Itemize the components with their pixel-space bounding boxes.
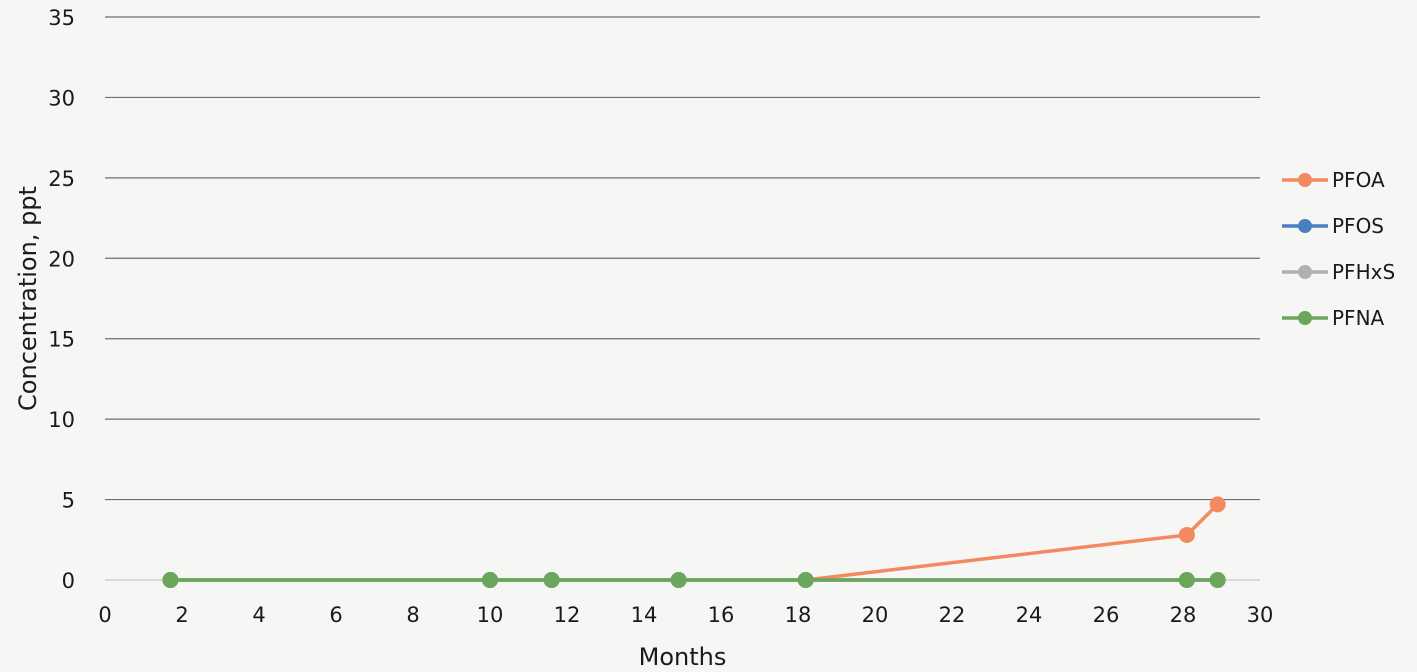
data-point [1178, 572, 1195, 588]
y-tick-label: 20 [48, 247, 75, 271]
y-tick-label: 0 [62, 569, 75, 593]
x-tick-label: 22 [939, 603, 966, 627]
x-tick-label: 0 [98, 603, 111, 627]
y-tick-label: 35 [48, 6, 75, 30]
series-line [170, 503, 1219, 582]
gridlines [105, 16, 1260, 581]
legend-label: PFOA [1332, 168, 1385, 192]
legend-item-pfna: PFNA [1282, 306, 1385, 330]
y-axis-ticks: 0 5 10 15 20 25 30 35 [48, 6, 75, 593]
legend-swatch-marker [1298, 173, 1312, 187]
legend-item-pfoa: PFOA [1282, 168, 1385, 192]
x-tick-label: 6 [329, 603, 342, 627]
legend-item-pfos: PFOS [1282, 214, 1384, 238]
y-tick-label: 25 [48, 167, 75, 191]
x-tick-label: 2 [175, 603, 188, 627]
legend-label: PFNA [1332, 306, 1385, 330]
legend-item-pfhxs: PFHxS [1282, 260, 1395, 284]
data-point [543, 572, 560, 588]
legend-swatch-marker [1298, 219, 1312, 233]
series-pfoa [162, 496, 1226, 588]
legend-label: PFHxS [1332, 260, 1395, 284]
x-tick-label: 10 [477, 603, 504, 627]
x-tick-label: 26 [1093, 603, 1120, 627]
legend-label: PFOS [1332, 214, 1384, 238]
legend: PFOA PFOS PFHxS PFNA [1282, 168, 1395, 330]
data-point [482, 572, 498, 588]
y-axis-title: Concentration, ppt [14, 186, 42, 411]
series-pfna [162, 572, 1226, 588]
data-point [1209, 572, 1226, 588]
y-tick-label: 30 [48, 86, 75, 110]
x-tick-label: 18 [785, 603, 812, 627]
x-tick-label: 24 [1016, 603, 1043, 627]
x-tick-label: 12 [554, 603, 581, 627]
x-tick-label: 4 [252, 603, 265, 627]
x-tick-label: 28 [1170, 603, 1197, 627]
data-point [1209, 496, 1226, 513]
legend-swatch-marker [1298, 311, 1312, 325]
x-tick-label: 8 [406, 603, 419, 627]
x-tick-label: 20 [862, 603, 889, 627]
data-point [797, 572, 814, 588]
x-axis-title: Months [639, 643, 727, 671]
legend-swatch-marker [1298, 265, 1312, 279]
series-layer [162, 496, 1226, 588]
y-tick-label: 10 [48, 408, 75, 432]
x-tick-label: 16 [708, 603, 735, 627]
data-point [162, 572, 179, 588]
data-point [1178, 526, 1195, 543]
y-tick-label: 15 [48, 328, 75, 352]
x-tick-label: 30 [1247, 603, 1274, 627]
x-axis-ticks: 0 2 4 6 8 10 12 14 16 18 20 22 24 26 28 30 [98, 603, 1273, 627]
x-tick-label: 14 [631, 603, 658, 627]
data-point [670, 572, 687, 588]
y-tick-label: 5 [62, 489, 75, 513]
